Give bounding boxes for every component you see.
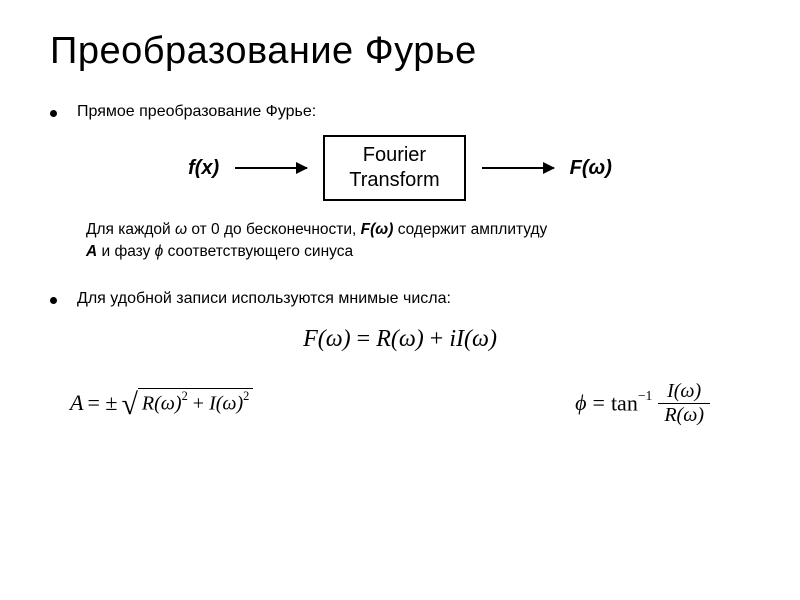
eq1-I: I(ω) (456, 326, 497, 352)
exp-A: A (86, 243, 97, 260)
arrow-right-icon (482, 167, 554, 169)
amp-sq2: 2 (243, 389, 249, 403)
exp-t5: соответствующего синуса (163, 243, 353, 260)
bullet-dot-icon (50, 297, 57, 304)
radical-icon: √ (121, 390, 137, 420)
phase-inv: −1 (638, 388, 653, 403)
eq1-lhs: F(ω) (303, 326, 351, 352)
phase-tan: tan (611, 390, 638, 415)
arrow-right-icon (235, 167, 307, 169)
amp-eq: = ± (87, 390, 117, 416)
fourier-diagram: f(x) Fourier Transform F(ω) (50, 135, 750, 201)
bullet-2-text: Для удобной записи используются мнимые ч… (77, 290, 451, 308)
sqrt-body: R(ω)2 + I(ω)2 (138, 388, 253, 416)
fourier-transform-box: Fourier Transform (323, 135, 465, 201)
equation-phase: ϕ = tan−1 I(ω) R(ω) (575, 379, 710, 426)
exp-t2: от 0 до бесконечности, (187, 221, 361, 238)
phase-eq: = (593, 390, 605, 416)
equation-bottom-row: A = ± √ R(ω)2 + I(ω)2 ϕ = tan−1 I(ω) R(ω… (70, 379, 710, 426)
amp-sq1: 2 (182, 389, 188, 403)
exp-t3: содержит амплитуду (393, 221, 547, 238)
bullet-1-text: Прямое преобразование Фурье: (77, 103, 316, 121)
omega-icon: ω (175, 221, 187, 238)
output-suffix: ) (605, 157, 612, 179)
output-prefix: F( (570, 157, 589, 179)
sqrt-icon: √ R(ω)2 + I(ω)2 (121, 388, 253, 418)
exp-t1: Для каждой (86, 221, 175, 238)
amp-Rw: R(ω) (142, 393, 182, 415)
phase-den: R(ω) (658, 403, 710, 427)
explanation-text: Для каждой ω от 0 до бесконечности, F(ω)… (86, 219, 730, 262)
eq1-eq: = (351, 326, 377, 352)
phi-icon: ϕ (575, 390, 586, 416)
diagram-output-label: F(ω) (570, 157, 612, 180)
box-line-1: Fourier (349, 143, 439, 168)
eq1-plus: + (424, 326, 450, 352)
amp-A: A (70, 390, 83, 416)
box-line-2: Transform (349, 168, 439, 193)
eq1-R: R(ω) (376, 326, 424, 352)
equation-amplitude: A = ± √ R(ω)2 + I(ω)2 (70, 388, 253, 418)
amp-plus: + (188, 393, 209, 415)
exp-Fomega: F(ω) (361, 221, 394, 238)
phase-num: I(ω) (661, 380, 707, 403)
phi-icon: ϕ (155, 243, 164, 260)
eq1-i: i (449, 326, 456, 352)
omega-icon: ω (589, 157, 606, 179)
diagram-input-label: f(x) (188, 157, 219, 180)
exp-t4: и фазу (97, 243, 154, 260)
bullet-2: Для удобной записи используются мнимые ч… (50, 290, 750, 308)
equation-F-omega: F(ω) = R(ω) + iI(ω) (50, 326, 750, 353)
amp-Iw: I(ω) (209, 393, 243, 415)
page-title: Преобразование Фурье (50, 30, 750, 73)
bullet-1: Прямое преобразование Фурье: (50, 103, 750, 121)
bullet-dot-icon (50, 110, 57, 117)
fraction-icon: I(ω) R(ω) (658, 380, 710, 427)
